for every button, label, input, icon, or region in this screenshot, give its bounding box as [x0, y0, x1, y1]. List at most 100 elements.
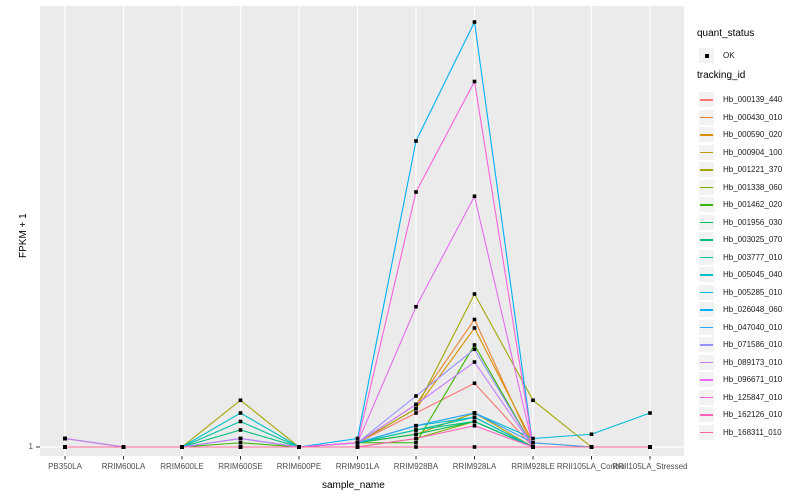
- legend-key-ok: [699, 48, 714, 63]
- data-point-marker: [63, 436, 67, 441]
- legend-key-line: [700, 274, 713, 276]
- legend-item-label: Hb_168311_010: [723, 427, 782, 437]
- panel-background: [40, 6, 684, 456]
- legend-ok-label: OK: [723, 51, 735, 60]
- data-point-marker: [355, 445, 360, 449]
- legend-key-line: [700, 204, 713, 206]
- legend-key: [699, 232, 714, 247]
- data-point-marker: [414, 411, 418, 415]
- x-axis-title: sample_name: [322, 480, 385, 491]
- legend-item-label: Hb_005045_040: [723, 270, 783, 279]
- legend-item-label: Hb_047040_010: [723, 322, 783, 332]
- legend-key-line: [700, 239, 713, 241]
- legend-key: [699, 249, 714, 265]
- legend-item-label: Hb_001956_030: [723, 217, 783, 227]
- legend-item-label: Hb_125847_010: [723, 392, 783, 402]
- legend-key-line: [700, 431, 713, 434]
- data-point-marker: [472, 347, 477, 352]
- data-point-marker: [472, 343, 477, 347]
- legend-key: [699, 92, 714, 107]
- data-point-marker: [472, 381, 477, 386]
- data-point-marker: [414, 304, 418, 309]
- legend-item-label: Hb_089173_010: [723, 357, 783, 367]
- data-point-marker: [648, 411, 652, 415]
- data-point-marker: [355, 436, 360, 441]
- x-tick-label-RRII105LA_Stressed: RRII105LA_Stressed: [612, 462, 688, 471]
- data-point-marker: [238, 440, 243, 445]
- data-point-marker: [472, 317, 477, 322]
- data-point-marker: [472, 326, 477, 330]
- legend-item-label: Hb_001221_370: [723, 165, 783, 174]
- legend-item-label: Hb_096671_010: [723, 375, 783, 384]
- legend-item-label: Hb_162126_010: [723, 410, 783, 419]
- data-point-marker: [121, 445, 126, 449]
- legend-item-label: Hb_003025_070: [723, 235, 783, 244]
- y-tick-label: 1: [28, 442, 33, 451]
- data-point-marker: [355, 440, 360, 445]
- data-point-marker: [414, 190, 418, 194]
- data-point-marker: [472, 419, 477, 424]
- legend-key: [699, 302, 714, 317]
- data-point-marker: [414, 423, 418, 428]
- legend-item-label: Hb_001338_060: [723, 182, 783, 192]
- legend-key-line: [700, 134, 713, 136]
- legend-key-line: [700, 186, 713, 189]
- data-point-marker: [180, 445, 184, 449]
- x-tick-label-RRIM901LA: RRIM901LA: [335, 462, 380, 471]
- data-point-marker: [238, 419, 243, 424]
- data-point-marker: [238, 445, 243, 449]
- data-point-marker: [414, 436, 418, 441]
- data-point-marker: [414, 394, 418, 398]
- legend-item-label: Hb_000430_010: [723, 112, 783, 122]
- legend-key-line: [700, 169, 713, 171]
- legend-key: [699, 337, 714, 352]
- legend-key: [699, 144, 714, 160]
- y-axis-title: FPKM + 1: [18, 213, 29, 258]
- data-point-marker: [472, 194, 477, 199]
- x-tick-label-RRIM600SE: RRIM600SE: [218, 462, 263, 471]
- data-point-marker: [238, 411, 243, 415]
- legend-quant-status-title: quant_status: [697, 28, 755, 39]
- data-point-marker: [414, 440, 418, 445]
- data-point-marker: [414, 445, 418, 449]
- data-point-marker: [238, 428, 243, 432]
- legend-item-label: Hb_000904_100: [723, 147, 783, 157]
- legend-key-line: [700, 309, 713, 311]
- data-point-marker: [531, 445, 535, 449]
- legend-key-line: [700, 99, 713, 101]
- data-point-marker: [531, 440, 535, 445]
- legend-tracking-id-title: tracking_id: [697, 70, 746, 81]
- x-tick-label-RRIM600PE: RRIM600PE: [276, 462, 322, 471]
- data-point-marker: [472, 360, 477, 364]
- legend-key-line: [700, 221, 713, 224]
- x-tick-label-RRII105LA_Control: RRII105LA_Control: [556, 462, 627, 471]
- legend-item-label: Hb_071586_010: [723, 340, 783, 349]
- x-tick-label-RRIM928LE: RRIM928LE: [511, 462, 555, 471]
- data-point-marker: [472, 292, 477, 296]
- legend-key: [699, 214, 714, 230]
- legend-item-label: Hb_005285_010: [723, 287, 783, 297]
- legend-item-label: Hb_000590_020: [723, 130, 783, 139]
- x-tick-label-PB350LA: PB350LA: [48, 462, 82, 471]
- data-point-marker: [414, 402, 418, 407]
- data-point-marker: [414, 406, 418, 411]
- legend-key-line: [700, 379, 713, 381]
- x-tick-label-RRIM928LA: RRIM928LA: [452, 462, 497, 471]
- legend-key-line: [700, 291, 713, 294]
- data-point-marker: [472, 411, 477, 415]
- legend-key: [699, 127, 714, 142]
- data-point-marker: [472, 79, 477, 84]
- legend-key-line: [700, 361, 713, 364]
- x-tick-label-RRIM600LA: RRIM600LA: [101, 462, 146, 471]
- legend-key: [699, 407, 714, 422]
- legend-key: [699, 354, 714, 370]
- legend-key: [699, 109, 714, 125]
- data-point-marker: [238, 436, 243, 441]
- data-point-marker: [531, 398, 535, 403]
- legend-key: [699, 162, 714, 177]
- data-point-marker: [472, 20, 477, 24]
- data-point-marker: [414, 139, 418, 143]
- data-point-marker: [589, 432, 594, 437]
